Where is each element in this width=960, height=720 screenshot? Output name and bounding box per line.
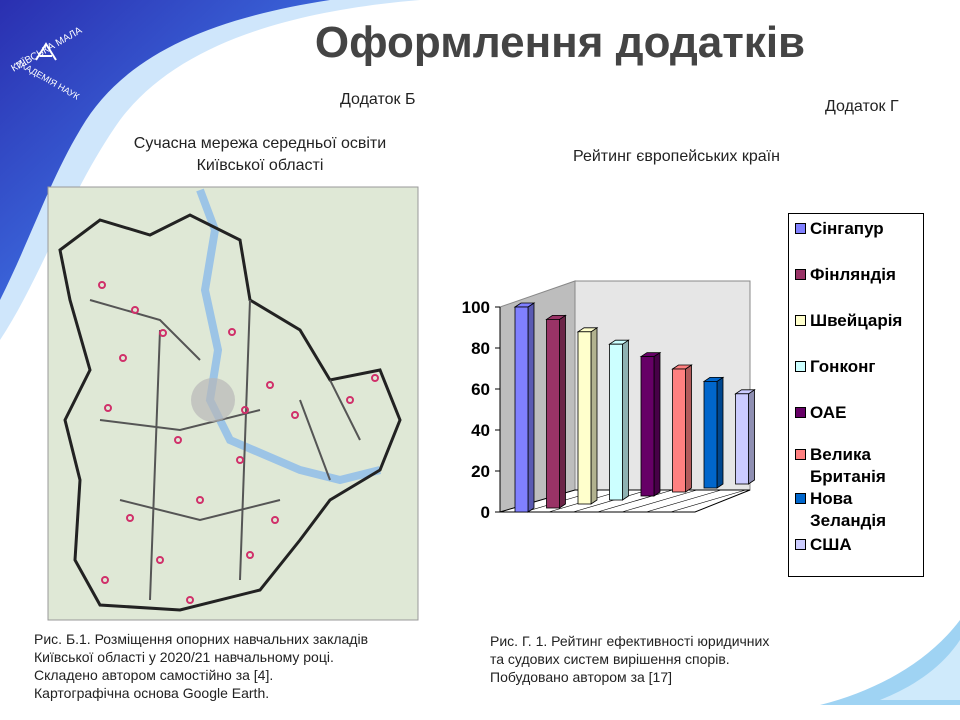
legend: Сінгапур Фінляндія Швейцарія Гонконг ОАЕ Вели…	[788, 213, 924, 577]
legend-label: Фінляндія	[810, 265, 896, 284]
legend-item: Нова Зеландія	[795, 488, 921, 532]
legend-item: ОАЕ	[795, 402, 921, 424]
y-tick-label: 80	[471, 339, 490, 358]
legend-label: ОАЕ	[810, 403, 847, 422]
region-border	[58, 213, 402, 612]
caption-line: Рис. Б.1. Розміщення опорних навчальних …	[34, 631, 369, 647]
caption-line: Побудовано автором за [17]	[490, 669, 673, 685]
bar-side	[653, 351, 661, 497]
caption: Рис. Б.1. Розміщення опорних навчальних …	[34, 630, 368, 702]
bar-side	[622, 339, 629, 501]
map-heading: Київської області	[196, 157, 324, 174]
legend-label: Велика Британія	[810, 445, 886, 486]
legend-item: Фінляндія	[795, 264, 921, 286]
bar-side	[748, 389, 755, 485]
map-heading: Сучасна мережа середньої освіти	[133, 135, 387, 152]
legend-swatch	[795, 223, 806, 234]
kyiv	[191, 378, 235, 422]
floor-divider	[670, 489, 746, 513]
chart-title: Рейтинг європейських країн	[573, 148, 780, 165]
y-tick-label: 60	[471, 380, 490, 399]
floor-divider	[573, 489, 649, 513]
legend-swatch	[795, 539, 806, 550]
caption-line: Київської області у 2020/21 навчальному …	[34, 649, 334, 665]
legend-swatch	[795, 407, 806, 418]
caption-line: та судових систем вирішення спорів.	[490, 651, 730, 667]
legend-swatch	[795, 449, 806, 460]
caption-line: Складено автором самостійно за [4].	[34, 667, 274, 683]
y-tick-label: 0	[481, 503, 490, 522]
swoosh-bottom-light	[880, 640, 960, 700]
legend-item: Сінгапур	[795, 218, 921, 240]
caption: Рис. Г. 1. Рейтинг ефективності юридични…	[490, 632, 769, 686]
legend-label: США	[810, 535, 852, 554]
bar	[609, 343, 623, 501]
legend-swatch	[795, 269, 806, 280]
legend-label: Швейцарія	[810, 311, 903, 330]
y-tick-label: 40	[471, 421, 490, 440]
bar	[735, 393, 749, 485]
bar-side	[559, 314, 566, 509]
bar	[640, 356, 655, 497]
legend-label: Гонконг	[810, 357, 876, 376]
slide-title: Оформлення додатків	[314, 18, 806, 67]
floor-divider	[597, 489, 673, 513]
bar	[546, 318, 560, 509]
y-tick-label: 100	[462, 298, 490, 317]
bar	[703, 380, 718, 489]
caption-line: Рис. Г. 1. Рейтинг ефективності юридични…	[490, 633, 770, 649]
appendix-label: Додаток Б	[340, 91, 416, 108]
bar-side	[590, 327, 598, 505]
legend-swatch	[795, 315, 806, 326]
bar-side	[685, 364, 692, 493]
legend-label: Сінгапур	[810, 219, 884, 238]
y-tick-label: 20	[471, 462, 490, 481]
bar-side	[527, 302, 535, 513]
legend-label: Нова Зеландія	[810, 489, 887, 530]
swoosh	[0, 0, 330, 300]
caption-line: Картографічна основа Google Earth.	[34, 685, 270, 701]
logo-icon	[35, 42, 57, 61]
legend-item: Гонконг	[795, 356, 921, 378]
legend-item: Швейцарія	[795, 310, 921, 332]
bar	[514, 306, 529, 513]
legend-swatch	[795, 361, 806, 372]
legend-item: США	[795, 534, 921, 556]
floor-divider	[621, 489, 697, 513]
floor-divider	[646, 489, 722, 513]
district-borders	[89, 299, 361, 601]
legend-item: Велика Британія	[795, 444, 921, 488]
bar	[577, 331, 592, 505]
bar-side	[716, 376, 724, 489]
back-wall	[574, 280, 751, 491]
school-markers	[98, 281, 379, 604]
appendix-label: Додаток Г	[825, 98, 899, 115]
legend-swatch	[795, 493, 806, 504]
bar	[672, 368, 686, 493]
